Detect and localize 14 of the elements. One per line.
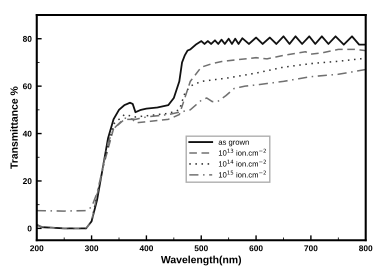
x-tick-label: 300	[84, 245, 98, 252]
x-tick-label: 700	[304, 245, 318, 252]
y-tick-label: 20	[22, 178, 32, 184]
x-tick-label: 600	[249, 245, 263, 252]
x-tick-label: 800	[359, 245, 372, 252]
x-axis-title: Wavelength(nm)	[160, 256, 242, 266]
y-tick-label: 80	[22, 36, 32, 42]
y-tick-label: 40	[22, 130, 32, 137]
x-tick-label: 400	[140, 245, 154, 252]
y-axis-title: Transmittance %	[10, 86, 18, 169]
x-tick-label: 500	[194, 245, 208, 252]
x-tick-label: 200	[30, 245, 44, 252]
y-tick-label: 60	[22, 83, 32, 90]
y-tick-label: 0	[28, 226, 32, 232]
